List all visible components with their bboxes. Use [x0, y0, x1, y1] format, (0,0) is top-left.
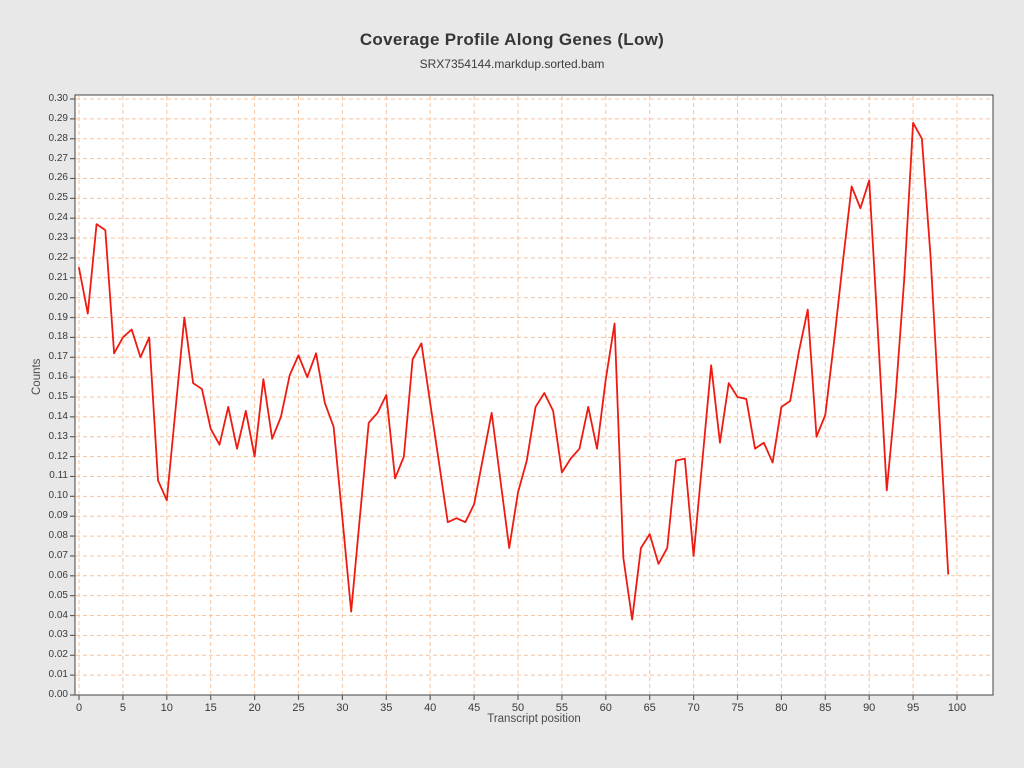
- y-tick-label: 0.17: [48, 351, 68, 363]
- x-tick-label: 70: [687, 702, 700, 714]
- x-tick-label: 30: [336, 702, 349, 714]
- y-tick-label: 0.22: [48, 251, 68, 263]
- y-tick-label: 0.01: [48, 669, 68, 681]
- x-tick-label: 45: [467, 702, 481, 714]
- x-axis-label: Transcript position: [487, 713, 581, 725]
- y-tick-label: 0.09: [48, 510, 68, 522]
- y-tick-label: 0.06: [48, 569, 68, 581]
- x-tick-label: 0: [75, 702, 83, 714]
- y-tick-label: 0.00: [48, 689, 68, 700]
- plot-frame: [74, 94, 994, 696]
- y-tick-label: 0.20: [48, 291, 68, 303]
- y-tick-label: 0.24: [48, 212, 68, 224]
- y-tick-label: 0.02: [48, 649, 68, 661]
- y-tick-label: 0.27: [48, 152, 68, 164]
- x-tick-label: 100: [947, 702, 967, 714]
- y-tick-label: 0.13: [48, 430, 68, 442]
- coverage-line-series: [78, 121, 950, 621]
- y-tick-label: 0.11: [49, 470, 68, 482]
- y-tick-label: 0.10: [48, 490, 68, 502]
- y-tick-label: 0.05: [48, 589, 68, 601]
- y-tick-label: 0.21: [48, 271, 68, 283]
- y-tick-label: 0.12: [48, 450, 68, 462]
- x-tick-label: 25: [292, 702, 305, 714]
- x-tick-label: 80: [775, 702, 788, 714]
- y-tick-label: 0.26: [48, 172, 68, 184]
- y-tick-label: 0.18: [48, 331, 68, 343]
- chart-title: Coverage Profile Along Genes (Low): [359, 30, 665, 49]
- x-tick-label: 65: [643, 702, 656, 714]
- y-tick-label: 0.07: [48, 549, 68, 561]
- y-tick-label: 0.23: [48, 232, 68, 244]
- x-tick-label: 90: [863, 702, 876, 714]
- chart-subtitle: SRX7354144.markdup.sorted.bam: [419, 57, 605, 71]
- x-tick-label: 35: [380, 702, 393, 714]
- y-tick-label: 0.16: [48, 371, 68, 383]
- x-tick-label: 60: [599, 702, 612, 714]
- y-tick-label: 0.19: [48, 311, 68, 323]
- x-tick-label: 15: [204, 702, 217, 714]
- x-tick-label: 10: [160, 702, 173, 714]
- y-tick-label: 0.30: [48, 93, 68, 104]
- x-tick-label: 20: [248, 702, 261, 714]
- x-tick-label: 50: [511, 702, 525, 714]
- x-tick-label: 5: [119, 702, 126, 714]
- y-tick-label: 0.25: [48, 192, 68, 204]
- y-tick-label: 0.14: [48, 410, 68, 422]
- plot-area: [75, 95, 993, 695]
- x-tick-label: 55: [555, 702, 569, 714]
- x-tick-label: 75: [731, 702, 744, 714]
- y-tick-label: 0.29: [48, 112, 68, 124]
- y-tick-label: 0.15: [48, 391, 68, 402]
- x-tick-label: 95: [906, 702, 920, 714]
- y-tick-label: 0.08: [48, 530, 68, 542]
- y-tick-label: 0.04: [48, 609, 68, 621]
- y-tick-label: 0.03: [48, 629, 68, 641]
- x-tick-label: 85: [819, 702, 832, 714]
- x-tick-label: 40: [424, 702, 437, 714]
- y-tick-label: 0.28: [48, 132, 68, 144]
